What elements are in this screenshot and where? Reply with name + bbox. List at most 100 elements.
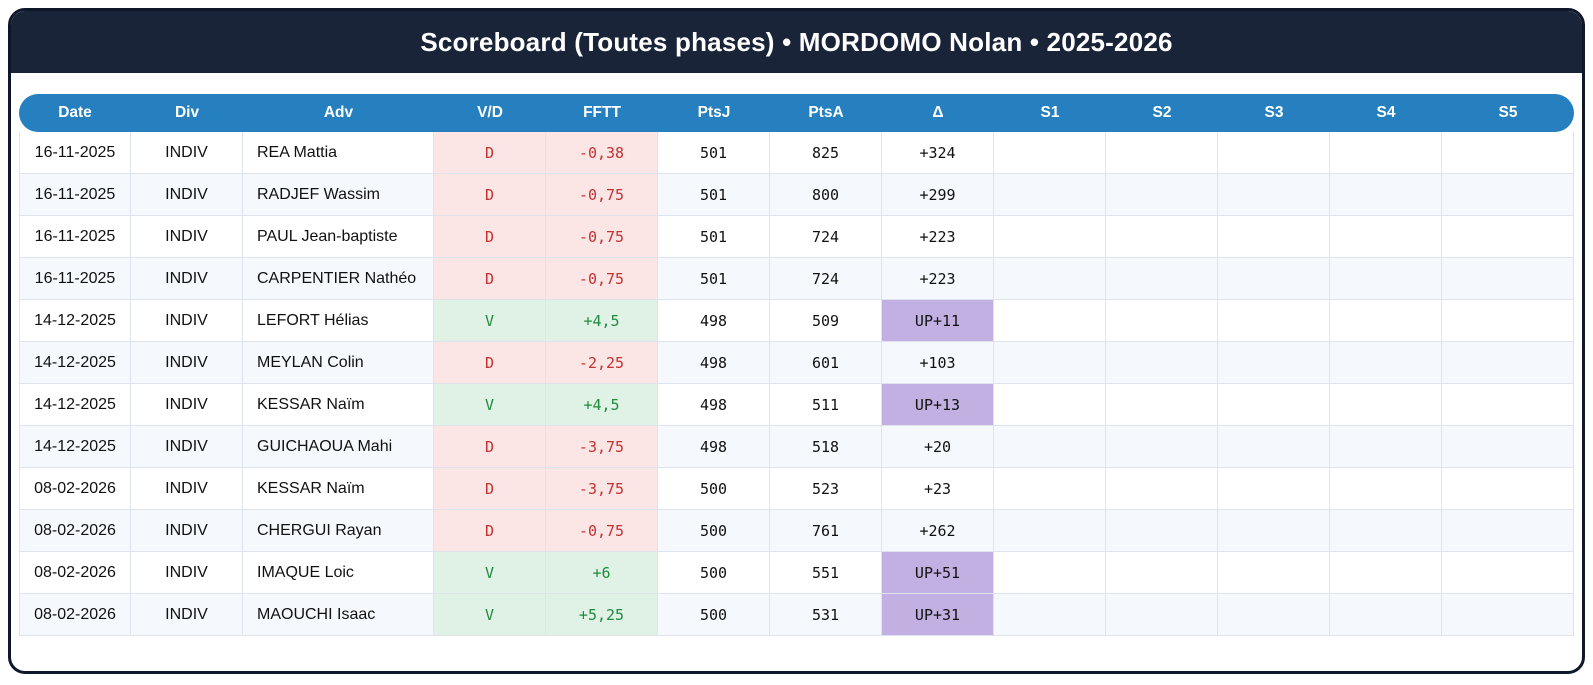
cell-s5 [1442, 468, 1574, 510]
cell-ptsa: 551 [770, 552, 882, 594]
column-header-s3: S3 [1218, 94, 1330, 132]
table-row: 16-11-2025 INDIV CARPENTIER Nathéo D -0,75 50… [19, 258, 1574, 300]
cell-s2 [1106, 132, 1218, 174]
cell-adv: RADJEF Wassim [243, 174, 434, 216]
cell-s3 [1218, 384, 1330, 426]
column-header-ptsj: PtsJ [658, 94, 770, 132]
cell-s2 [1106, 258, 1218, 300]
column-header-delta: Δ [882, 94, 994, 132]
cell-s4 [1330, 594, 1442, 636]
cell-delta: UP+11 [882, 300, 994, 342]
title-bar: Scoreboard (Toutes phases) • MORDOMO Nol… [11, 11, 1582, 73]
cell-fftt: +5,25 [546, 594, 658, 636]
cell-s4 [1330, 258, 1442, 300]
cell-ptsa: 531 [770, 594, 882, 636]
cell-ptsj: 501 [658, 258, 770, 300]
cell-ptsa: 724 [770, 216, 882, 258]
cell-s2 [1106, 510, 1218, 552]
table-row: 08-02-2026 INDIV IMAQUE Loic V +6 500 551 UP+51 [19, 552, 1574, 594]
cell-s5 [1442, 132, 1574, 174]
column-header-ptsa: PtsA [770, 94, 882, 132]
scoreboard-card: Scoreboard (Toutes phases) • MORDOMO Nol… [8, 8, 1585, 674]
cell-s2 [1106, 594, 1218, 636]
cell-fftt: -0,75 [546, 174, 658, 216]
cell-adv: LEFORT Hélias [243, 300, 434, 342]
cell-delta: UP+13 [882, 384, 994, 426]
cell-div: INDIV [131, 216, 243, 258]
column-header-s4: S4 [1330, 94, 1442, 132]
cell-ptsj: 501 [658, 132, 770, 174]
table-row: 14-12-2025 INDIV KESSAR Naïm V +4,5 498 511 UP+… [19, 384, 1574, 426]
cell-adv: CARPENTIER Nathéo [243, 258, 434, 300]
cell-adv: CHERGUI Rayan [243, 510, 434, 552]
cell-div: INDIV [131, 384, 243, 426]
table-row: 14-12-2025 INDIV MEYLAN Colin D -2,25 498 601 +… [19, 342, 1574, 384]
cell-s4 [1330, 216, 1442, 258]
cell-div: INDIV [131, 342, 243, 384]
cell-ptsj: 498 [658, 384, 770, 426]
cell-date: 08-02-2026 [19, 594, 131, 636]
table-row: 08-02-2026 INDIV KESSAR Naïm D -3,75 500 523 +2… [19, 468, 1574, 510]
column-header-vd: V/D [434, 94, 546, 132]
cell-s1 [994, 258, 1106, 300]
cell-s2 [1106, 468, 1218, 510]
cell-s3 [1218, 300, 1330, 342]
cell-vd: D [434, 510, 546, 552]
cell-delta: +223 [882, 216, 994, 258]
cell-s1 [994, 384, 1106, 426]
cell-s3 [1218, 132, 1330, 174]
cell-s3 [1218, 216, 1330, 258]
cell-delta: +103 [882, 342, 994, 384]
cell-s3 [1218, 174, 1330, 216]
cell-s2 [1106, 174, 1218, 216]
cell-s5 [1442, 426, 1574, 468]
cell-delta: +23 [882, 468, 994, 510]
cell-s3 [1218, 552, 1330, 594]
table-row: 14-12-2025 INDIV LEFORT Hélias V +4,5 498 509 U… [19, 300, 1574, 342]
cell-date: 16-11-2025 [19, 258, 131, 300]
cell-s1 [994, 342, 1106, 384]
cell-vd: D [434, 258, 546, 300]
score-table: Date Div Adv V/D FFTT PtsJ PtsA Δ S1 S2 S3 S4 S5 16-… [19, 94, 1574, 636]
cell-delta: +262 [882, 510, 994, 552]
cell-s5 [1442, 594, 1574, 636]
cell-s5 [1442, 216, 1574, 258]
cell-s2 [1106, 426, 1218, 468]
cell-date: 14-12-2025 [19, 426, 131, 468]
cell-vd: V [434, 384, 546, 426]
cell-date: 14-12-2025 [19, 300, 131, 342]
cell-adv: PAUL Jean-baptiste [243, 216, 434, 258]
table-row: 08-02-2026 INDIV MAOUCHI Isaac V +5,25 500 531… [19, 594, 1574, 636]
cell-ptsj: 500 [658, 594, 770, 636]
cell-div: INDIV [131, 552, 243, 594]
cell-s4 [1330, 468, 1442, 510]
column-header-s1: S1 [994, 94, 1106, 132]
cell-ptsj: 501 [658, 174, 770, 216]
cell-s3 [1218, 426, 1330, 468]
cell-s1 [994, 510, 1106, 552]
cell-s1 [994, 132, 1106, 174]
cell-delta: UP+51 [882, 552, 994, 594]
column-header-div: Div [131, 94, 243, 132]
cell-s5 [1442, 342, 1574, 384]
cell-ptsj: 498 [658, 300, 770, 342]
cell-div: INDIV [131, 468, 243, 510]
cell-ptsa: 518 [770, 426, 882, 468]
cell-s4 [1330, 510, 1442, 552]
cell-delta: +20 [882, 426, 994, 468]
cell-fftt: -0,75 [546, 216, 658, 258]
cell-vd: V [434, 594, 546, 636]
cell-adv: IMAQUE Loic [243, 552, 434, 594]
cell-ptsa: 761 [770, 510, 882, 552]
cell-s4 [1330, 426, 1442, 468]
cell-s3 [1218, 510, 1330, 552]
cell-s1 [994, 426, 1106, 468]
cell-vd: V [434, 300, 546, 342]
cell-delta: +299 [882, 174, 994, 216]
cell-adv: REA Mattia [243, 132, 434, 174]
cell-date: 08-02-2026 [19, 552, 131, 594]
cell-date: 16-11-2025 [19, 216, 131, 258]
cell-s5 [1442, 510, 1574, 552]
cell-date: 08-02-2026 [19, 510, 131, 552]
cell-div: INDIV [131, 258, 243, 300]
